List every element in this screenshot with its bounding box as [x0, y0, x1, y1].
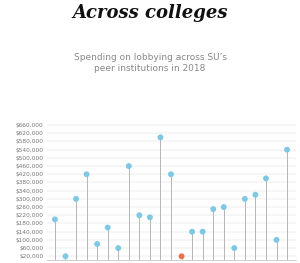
Point [169, 172, 173, 176]
Point [221, 205, 226, 209]
Point [95, 242, 100, 246]
Point [264, 176, 268, 180]
Text: Spending on lobbying across SU’s
peer institutions in 2018: Spending on lobbying across SU’s peer in… [74, 53, 226, 73]
Point [116, 246, 121, 250]
Point [200, 230, 205, 234]
Point [74, 197, 78, 201]
Point [232, 246, 237, 250]
Point [52, 217, 57, 221]
Text: Across colleges: Across colleges [72, 4, 228, 22]
Point [84, 172, 89, 176]
Point [148, 215, 152, 219]
Point [285, 148, 290, 152]
Point [274, 238, 279, 242]
Point [63, 254, 68, 258]
Point [179, 254, 184, 258]
Point [242, 197, 247, 201]
Point [253, 193, 258, 197]
Point [190, 230, 194, 234]
Point [211, 207, 216, 211]
Point [126, 164, 131, 168]
Point [158, 135, 163, 139]
Point [137, 213, 142, 218]
Point [105, 225, 110, 230]
